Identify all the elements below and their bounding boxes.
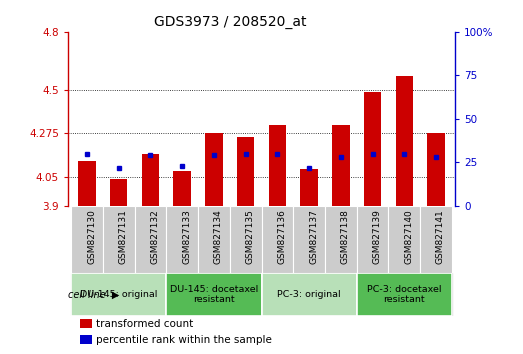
Bar [332, 125, 349, 206]
Bar [134, 206, 166, 274]
Text: GSM827131: GSM827131 [119, 209, 128, 264]
Bar [262, 206, 293, 274]
Bar [300, 169, 318, 206]
Text: PC-3: original: PC-3: original [277, 290, 341, 299]
Text: GSM827133: GSM827133 [182, 209, 191, 264]
Text: DU-145: original: DU-145: original [80, 290, 157, 299]
Bar [237, 137, 254, 206]
Bar [71, 206, 103, 274]
Bar [79, 335, 92, 344]
Bar [166, 274, 262, 316]
Text: GSM827138: GSM827138 [341, 209, 350, 264]
Bar [78, 161, 96, 206]
Bar [174, 171, 191, 206]
Text: percentile rank within the sample: percentile rank within the sample [96, 335, 272, 345]
Bar [79, 319, 92, 328]
Bar [110, 179, 128, 206]
Text: cell line  ▶: cell line ▶ [68, 290, 119, 300]
Bar [166, 206, 198, 274]
Bar [262, 274, 357, 316]
Bar [364, 92, 381, 206]
Bar [198, 206, 230, 274]
Bar [71, 274, 166, 316]
Bar [395, 76, 413, 206]
Text: PC-3: docetaxel
resistant: PC-3: docetaxel resistant [367, 285, 441, 304]
Text: GSM827132: GSM827132 [151, 209, 160, 264]
Bar [357, 274, 452, 316]
Text: transformed count: transformed count [96, 319, 193, 329]
Bar [389, 206, 420, 274]
Text: GSM827140: GSM827140 [404, 209, 413, 264]
Bar [269, 125, 286, 206]
Bar [103, 206, 134, 274]
Bar [357, 206, 389, 274]
Text: GSM827141: GSM827141 [436, 209, 445, 264]
Text: GSM827137: GSM827137 [309, 209, 318, 264]
Text: GSM827134: GSM827134 [214, 209, 223, 264]
Text: GSM827139: GSM827139 [372, 209, 382, 264]
Text: DU-145: docetaxel
resistant: DU-145: docetaxel resistant [170, 285, 258, 304]
Text: GSM827135: GSM827135 [246, 209, 255, 264]
Bar [420, 206, 452, 274]
Title: GDS3973 / 208520_at: GDS3973 / 208520_at [154, 16, 307, 29]
Bar [427, 133, 445, 206]
Bar [325, 206, 357, 274]
Bar [142, 154, 159, 206]
Bar [293, 206, 325, 274]
Text: GSM827130: GSM827130 [87, 209, 96, 264]
Text: GSM827136: GSM827136 [277, 209, 287, 264]
Bar [230, 206, 262, 274]
Bar [205, 133, 223, 206]
